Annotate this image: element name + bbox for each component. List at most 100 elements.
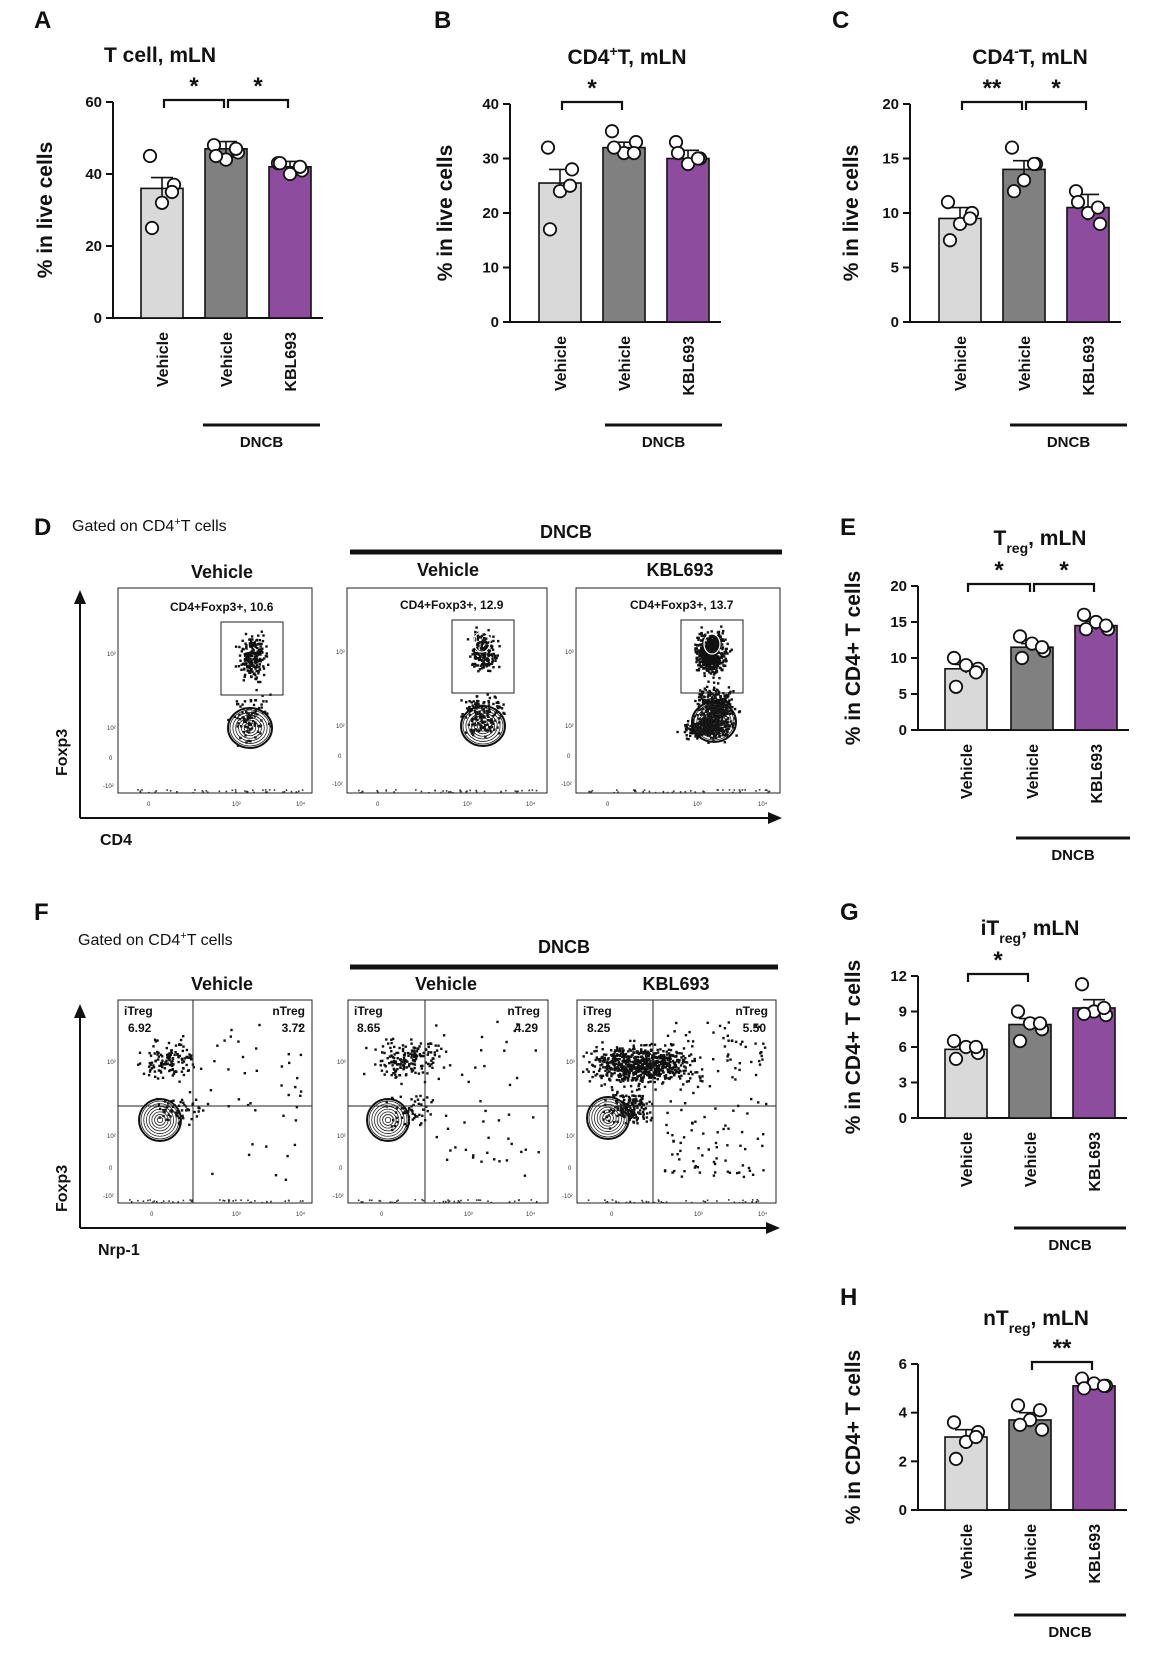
data-point [1004,140,1020,155]
svg-text:-10²: -10² [332,782,343,788]
data-point [1034,640,1050,655]
svg-text:0: 0 [339,1166,343,1172]
flow-f-itreg-label-3: iTreg [583,1004,612,1018]
flow-f-ntreg-label-2: nTreg [507,1004,540,1018]
svg-text:10²: 10² [565,724,574,730]
data-point [208,148,224,164]
svg-text:0: 0 [610,1212,614,1218]
y-axis-label: % in live cells [840,145,863,282]
flow-d-gate-2-label: CD4+Foxp3+, 12.9 [400,598,504,612]
flow-d-caption: Gated on CD4+T cells [72,516,227,535]
chart-title: iTreg, mLN [981,917,1080,946]
y-tick-label: 12 [890,968,907,985]
significance-label: * [1059,557,1069,584]
data-point [564,162,580,177]
data-point [948,1051,964,1066]
data-point [1014,650,1030,666]
significance-label: ** [1053,1335,1072,1362]
svg-text:10³: 10³ [566,1060,575,1066]
flow-f-plot-2-events [357,1020,540,1204]
data-point [942,233,958,248]
category-label: KBL693 [1087,1524,1104,1584]
significance-bracket: * [1024,75,1088,110]
bar [538,182,582,323]
y-tick-label: 5 [899,686,907,703]
significance-bracket: * [966,557,1032,592]
category-label: Vehicle [959,1524,976,1579]
significance-bracket: * [162,73,226,108]
flow-d-tiny-ticks: 0 10³ 10⁴ 0 10³ 10⁴ 0 10³ 10⁴ 10³ 10² 0 -10² 10³ 1… [103,650,768,808]
y-tick-label: 15 [882,151,899,168]
panel-label-a: A [34,7,51,34]
y-tick-label: 10 [882,205,899,222]
flow-d-gate-3-label: CD4+Foxp3+, 13.7 [630,598,734,612]
bar [204,148,248,319]
flow-d-events [137,625,771,794]
y-tick-label: 0 [899,1110,907,1127]
flow-f-ntreg-value-2: 4.29 [515,1021,539,1035]
y-tick-label: 40 [85,166,102,183]
data-point [946,1033,962,1049]
svg-text:10⁴: 10⁴ [758,1211,768,1218]
significance-bracket: * [560,75,624,110]
flow-d-plot-1-events [137,630,304,794]
flow-f-tiny-ticks: 0 10³ 10⁴ 0 10³ 10⁴ 0 10³ 10⁴ 10³ 10² 0 -10² 10³ 1… [103,1060,768,1218]
data-point [1096,1000,1112,1016]
data-point [1010,1398,1026,1413]
flow-f-dncb-label: DNCB [538,937,590,957]
data-point [1076,1381,1092,1396]
svg-text:10³: 10³ [232,802,241,808]
data-point [968,1429,984,1445]
y-tick-label: 0 [491,314,499,331]
data-point [272,156,288,171]
svg-text:-10²: -10² [333,1194,344,1200]
svg-text:10³: 10³ [336,650,345,656]
flow-d-gate-3 [680,619,744,694]
flow-d-x-arrow [768,812,782,824]
panel-label-g: G [840,899,859,926]
svg-text:-10²: -10² [103,784,114,790]
flow-d-title-1: Vehicle [191,562,253,582]
flow-f-itreg-label-2: iTreg [354,1004,383,1018]
svg-text:10³: 10³ [464,1212,473,1218]
y-tick-label: 20 [85,238,102,255]
data-point [540,140,556,155]
panel-label-h: H [840,1284,857,1311]
svg-text:10⁴: 10⁴ [526,1211,536,1218]
category-label: Vehicle [1017,336,1034,391]
data-point [1096,1378,1112,1394]
data-point [1010,1004,1026,1019]
flow-d-x-label: CD4 [100,832,132,849]
flow-d-gate-1 [220,621,284,696]
flow-panel-d: Gated on CD4+T cells DNCB Vehicle Vehicl… [54,516,782,849]
chart-c: CD4-T, mLN % in live cells 0 5 10 15 20 Vehicle… [840,43,1127,451]
data-point [228,141,244,156]
chart-title: nTreg, mLN [983,1307,1089,1336]
chart-h: nTreg, mLN % in CD4+ T cells 0 2 4 6 Vehicle Ve… [842,1307,1127,1641]
svg-text:-10²: -10² [562,1194,573,1200]
chart-title: Treg, mLN [994,527,1087,556]
significance-label: * [189,73,199,100]
flow-f-ntreg-label-1: nTreg [272,1004,305,1018]
group-label: DNCB [1047,434,1090,451]
y-tick-label: 40 [482,96,499,113]
category-label: KBL693 [681,336,698,396]
chart-a: T cell, mLN % in live cells 0 20 40 60 Vehicle… [34,44,323,451]
significance-bracket: * [226,73,290,108]
data-point [604,124,620,139]
category-label: Vehicle [959,744,976,799]
chart-title: T cell, mLN [104,44,216,67]
flow-f-y-label: Foxp3 [54,1165,71,1212]
data-point [142,148,158,164]
flow-d-gate-2 [451,619,515,694]
data-point [670,145,686,161]
data-point [164,184,180,200]
flow-f-ntreg-label-3: nTreg [735,1004,768,1018]
svg-text:0: 0 [338,754,342,760]
data-point [1092,216,1108,231]
svg-text:10³: 10³ [463,802,472,808]
data-point [1032,1016,1048,1031]
data-point [946,650,962,666]
panel-label-e: E [840,514,856,541]
data-point [948,679,964,694]
